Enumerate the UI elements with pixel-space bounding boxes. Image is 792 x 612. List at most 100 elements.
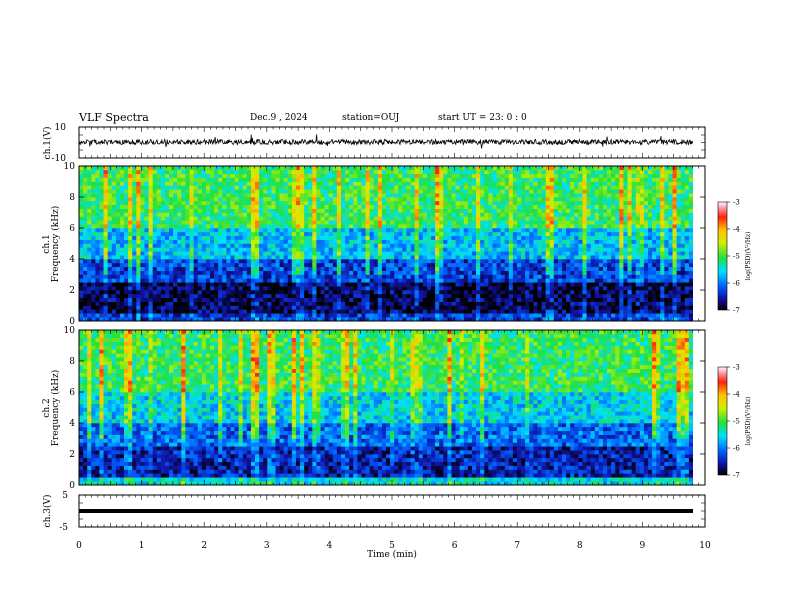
spectrogram-cell [529,243,534,248]
spectrogram-cell [128,216,133,221]
spectrogram-cell [308,262,313,268]
spectrogram-cell [488,216,493,221]
spectrogram-cell [484,274,489,279]
spectrogram-cell [283,231,289,237]
spectrogram-cell [607,231,612,237]
spectrogram-cell [541,313,546,318]
spectrogram-cell [570,297,575,302]
spectrogram-cell [152,239,158,244]
spectrogram-cell [426,239,432,244]
spectrogram-cell [148,266,153,271]
spectrogram-cell [459,305,465,310]
spectrogram-cell [205,297,211,302]
spectrogram-cell [619,204,624,209]
spectrogram-cell [111,216,117,221]
spectrogram-cell [484,282,489,287]
spectrogram-cell [218,200,223,206]
spectrogram-cell [496,212,501,217]
spectrogram-cell [181,224,186,229]
spectrogram-cell [107,286,113,291]
spectrogram-cell [283,204,289,209]
spectrogram-cell [279,313,284,318]
spectrogram-cell [263,274,268,279]
spectrogram-cell [83,224,88,229]
spectrogram-cell [332,204,338,209]
spectrogram-cell [279,251,284,256]
spectrogram-cell [361,266,366,271]
spectrogram-cell [336,228,342,233]
spectrogram-cell [410,212,415,217]
spectrogram-cell [336,197,342,202]
spectrogram-cell [512,313,518,318]
spectrogram-cell [156,282,162,287]
spectrogram-cell [295,286,301,291]
spectrogram-cell [390,297,395,302]
spectrogram-cell [647,262,653,268]
spectrogram-cell [234,255,239,260]
spectrogram-cell [504,297,510,302]
spectrogram-cell [570,259,575,264]
spectrogram-cell [504,255,510,260]
spectrogram-cell [607,313,612,318]
spectrogram-cell [160,278,166,283]
spectrogram-cell [639,297,645,302]
spectrogram-cell [164,313,170,318]
spectrogram-cell [312,220,317,225]
spectrogram-cell [500,297,505,302]
spectrogram-cell [136,200,141,206]
spectrogram-cell [87,305,92,310]
spectrogram-cell [214,278,219,283]
spectrogram-cell [390,204,395,209]
spectrogram-cell [242,259,248,264]
spectrogram-cell [386,290,391,295]
spectrogram-cell [660,282,665,287]
spectrogram-cell [320,197,325,202]
spectrogram-cell [373,259,379,264]
spectrogram-cell [156,259,162,264]
spectrogram-cell [169,305,174,310]
spectrogram-cell [160,239,166,244]
spectrogram-cell [246,293,252,299]
spectrogram-cell [390,262,395,268]
spectrogram-cell [431,290,436,295]
spectrogram-cell [643,274,649,279]
spectrogram-cell [422,262,428,268]
spectrogram-cell [357,266,362,271]
spectrogram-cell [611,200,616,206]
spectrogram-cell [459,317,465,322]
spectrogram-cell [664,259,669,264]
spectrogram-cell [205,197,211,202]
spectrogram-cell [238,301,244,306]
spectrogram-cell [615,309,620,314]
spectrogram-cell [570,270,575,275]
spectrogram-cell [173,293,178,299]
spectrogram-cell [83,313,88,318]
spectrogram-cell [373,305,379,310]
spectrogram-cell [537,262,542,268]
spectrogram-cell [226,313,231,318]
spectrogram-cell [611,317,616,322]
spectrogram-cell [197,286,203,291]
spectrogram-cell [537,239,542,244]
spectrogram-cell [639,313,645,318]
spectrogram-cell [643,239,649,244]
spectrogram-cell [214,266,219,271]
spectrogram-cell [369,224,375,229]
spectrogram-cell [242,270,248,275]
spectrogram-cell [87,262,92,268]
spectrogram-cell [635,266,641,271]
spectrogram-cell [459,297,465,302]
spectrogram-cell [422,212,428,217]
spectrogram-cell [83,290,88,295]
spectrogram-cell [295,278,301,283]
spectrogram-cell [320,313,325,318]
spectrogram-cell [394,301,399,306]
spectrogram-cell [304,197,309,202]
spectrogram-cell [439,204,444,209]
spectrogram-cell [312,278,317,283]
spectrogram-cell [639,266,645,271]
spectrogram-cell [185,290,190,295]
spectrogram-cell [226,274,231,279]
spectrogram-cell [312,200,317,206]
spectrogram-cell [279,228,284,233]
